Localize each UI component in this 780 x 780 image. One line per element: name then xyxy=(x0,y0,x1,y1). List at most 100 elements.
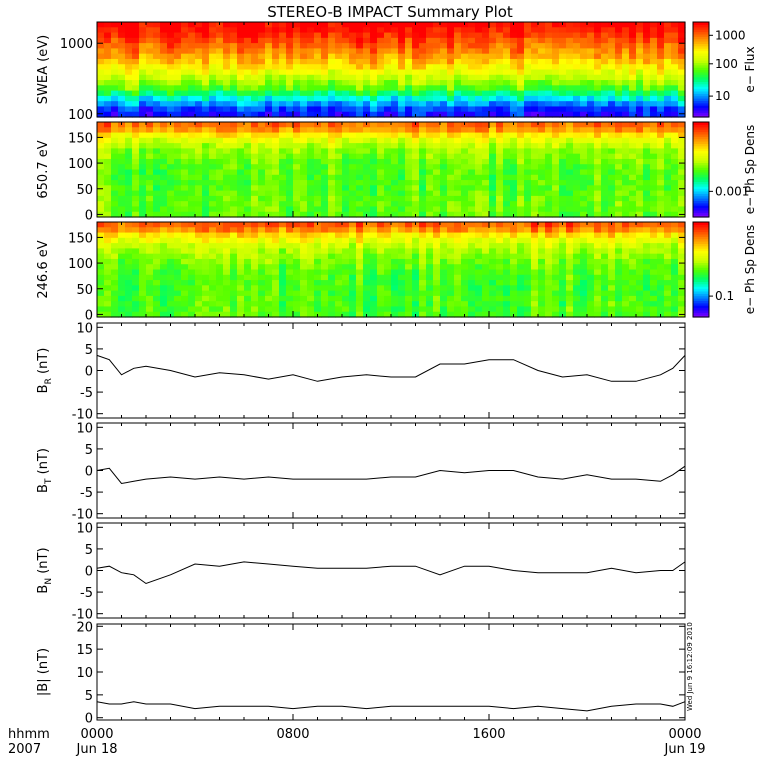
heatmap-cell xyxy=(251,306,259,313)
heatmap-cell xyxy=(650,37,658,44)
heatmap-cell xyxy=(258,53,266,60)
heatmap-cell xyxy=(482,90,490,97)
heatmap-cell xyxy=(587,258,595,265)
heatmap-cell xyxy=(447,174,455,181)
heatmap-cell xyxy=(132,111,140,118)
heatmap-cell xyxy=(139,237,147,244)
heatmap-cell xyxy=(363,258,371,265)
heatmap-cell xyxy=(230,132,238,139)
heatmap-cell xyxy=(223,122,231,128)
heatmap-cell xyxy=(629,248,637,255)
heatmap-cell xyxy=(125,132,133,139)
heatmap-cell xyxy=(405,285,413,292)
colorbar-segment xyxy=(693,226,709,230)
heatmap-cell xyxy=(643,227,651,234)
heatmap-cell xyxy=(272,301,280,308)
colorbar-segment xyxy=(693,36,709,40)
series-line-bt xyxy=(96,465,686,485)
heatmap-cell xyxy=(489,222,497,228)
heatmap-cell xyxy=(650,185,658,192)
heatmap-cell xyxy=(405,269,413,276)
heatmap-cell xyxy=(433,122,441,128)
heatmap-cell xyxy=(412,280,420,286)
heatmap-cell xyxy=(629,95,637,102)
heatmap-cell xyxy=(272,53,280,60)
colorbar-segment xyxy=(693,309,709,313)
heatmap-cell xyxy=(475,64,483,71)
heatmap-cell xyxy=(552,258,560,265)
heatmap-cell xyxy=(125,64,133,71)
heatmap-cell xyxy=(482,201,490,208)
heatmap-cell xyxy=(615,285,623,292)
heatmap-cell xyxy=(328,64,336,71)
heatmap-cell xyxy=(664,101,672,108)
heatmap-cell xyxy=(279,127,287,134)
heatmap-cell xyxy=(174,158,182,165)
heatmap-cell xyxy=(601,169,609,176)
heatmap-cell xyxy=(293,111,301,118)
heatmap-cell xyxy=(146,143,154,149)
heatmap-cell xyxy=(111,80,119,86)
heatmap-cell xyxy=(356,311,364,318)
heatmap-cell xyxy=(601,132,609,139)
heatmap-cell xyxy=(419,132,427,139)
colorbar-segment xyxy=(693,205,709,209)
heatmap-cell xyxy=(153,211,161,218)
heatmap-cell xyxy=(104,222,112,228)
heatmap-cell xyxy=(195,85,203,92)
colorbar-segment xyxy=(693,283,709,287)
heatmap-cell xyxy=(447,64,455,71)
heatmap-cell xyxy=(258,127,266,134)
heatmap-cell xyxy=(629,27,637,34)
heatmap-cell xyxy=(615,132,623,139)
heatmap-cell xyxy=(286,95,294,102)
heatmap-cell xyxy=(104,148,112,155)
heatmap-cell xyxy=(601,269,609,276)
heatmap-cell xyxy=(426,153,434,160)
heatmap-cell xyxy=(188,258,196,265)
heatmap-cell xyxy=(272,58,280,65)
heatmap-cell xyxy=(286,301,294,308)
heatmap-cell xyxy=(258,106,266,113)
heatmap-cell xyxy=(272,101,280,108)
heatmap-cell xyxy=(671,122,679,128)
heatmap-cell xyxy=(524,43,532,49)
heatmap-cell xyxy=(496,69,504,76)
heatmap-cell xyxy=(272,237,280,244)
heatmap-cell xyxy=(433,211,441,218)
heatmap-cell xyxy=(538,95,546,102)
heatmap-cell xyxy=(335,148,343,155)
heatmap-cell xyxy=(594,32,602,39)
heatmap-cell xyxy=(216,258,224,265)
heatmap-cell xyxy=(230,122,238,128)
heatmap-cell xyxy=(594,106,602,113)
heatmap-cell xyxy=(405,53,413,60)
heatmap-cell xyxy=(573,211,581,218)
heatmap-cell xyxy=(209,185,217,192)
heatmap-cell xyxy=(384,285,392,292)
heatmap-cell xyxy=(531,285,539,292)
heatmap-cell xyxy=(314,148,322,155)
heatmap-cell xyxy=(209,95,217,102)
heatmap-cell xyxy=(167,153,175,160)
heatmap-cell xyxy=(496,111,504,118)
heatmap-cell xyxy=(601,22,609,28)
heatmap-cell xyxy=(657,285,665,292)
heatmap-cell xyxy=(335,180,343,186)
heatmap-cell xyxy=(265,280,273,286)
heatmap-cell xyxy=(377,22,385,28)
heatmap-cell xyxy=(209,127,217,134)
heatmap-cell xyxy=(601,158,609,165)
heatmap-cell xyxy=(363,85,371,92)
heatmap-cell xyxy=(363,80,371,86)
heatmap-cell xyxy=(559,106,567,113)
heatmap-cell xyxy=(349,185,357,192)
heatmap-cell xyxy=(580,253,588,260)
heatmap-cell xyxy=(552,143,560,149)
heatmap-cell xyxy=(510,132,518,139)
heatmap-cell xyxy=(146,22,154,28)
heatmap-cell xyxy=(629,169,637,176)
heatmap-cell xyxy=(594,111,602,118)
heatmap-cell xyxy=(559,190,567,197)
heatmap-cell xyxy=(573,258,581,265)
